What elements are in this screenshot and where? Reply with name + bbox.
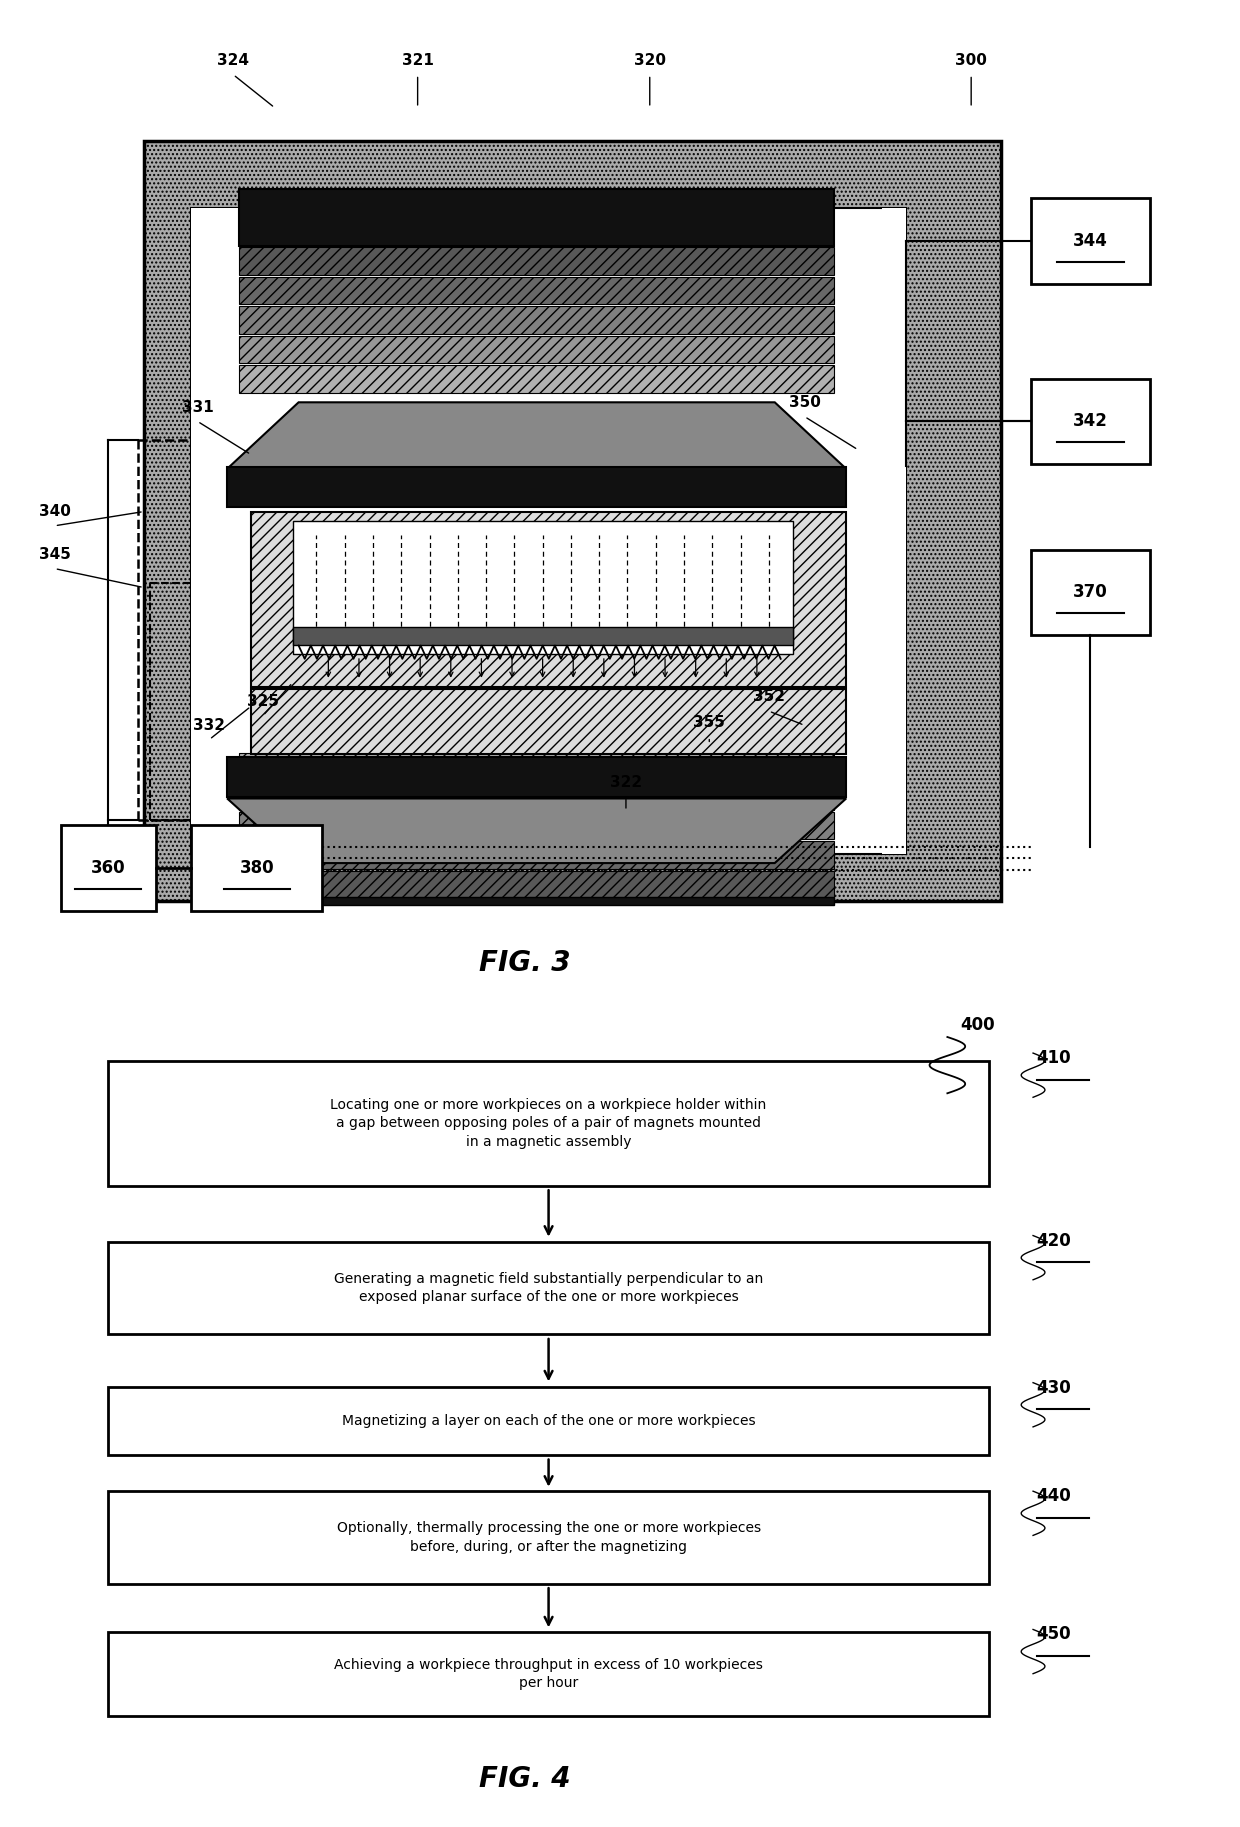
- Text: 350: 350: [789, 395, 821, 409]
- Text: FIG. 3: FIG. 3: [479, 948, 570, 977]
- Bar: [108, 1491, 990, 1584]
- Bar: [293, 627, 792, 645]
- Bar: [61, 826, 156, 910]
- Bar: [250, 512, 846, 687]
- Text: 420: 420: [1037, 1231, 1071, 1250]
- Text: Magnetizing a layer on each of the one or more workpieces: Magnetizing a layer on each of the one o…: [342, 1414, 755, 1429]
- Text: 380: 380: [239, 859, 274, 877]
- Bar: [1030, 550, 1149, 636]
- Text: 440: 440: [1037, 1487, 1071, 1505]
- Text: 320: 320: [634, 53, 666, 68]
- Polygon shape: [227, 402, 846, 470]
- Polygon shape: [227, 798, 846, 862]
- Text: FIG. 4: FIG. 4: [479, 1765, 570, 1792]
- Text: 370: 370: [1073, 583, 1107, 601]
- Bar: [144, 141, 1001, 901]
- Text: 340: 340: [38, 504, 71, 519]
- Bar: [882, 208, 905, 853]
- Text: 345: 345: [38, 546, 71, 563]
- Bar: [191, 826, 322, 910]
- Bar: [239, 840, 835, 870]
- Bar: [227, 756, 846, 797]
- Bar: [239, 278, 835, 305]
- Bar: [239, 811, 835, 839]
- Text: 321: 321: [402, 53, 434, 68]
- Bar: [191, 208, 239, 853]
- Text: 322: 322: [610, 775, 642, 789]
- Bar: [191, 208, 905, 853]
- Bar: [239, 247, 835, 276]
- Bar: [1030, 378, 1149, 464]
- Bar: [108, 1387, 990, 1454]
- Text: 430: 430: [1037, 1379, 1071, 1396]
- Text: 342: 342: [1073, 413, 1107, 431]
- Bar: [239, 336, 835, 364]
- Bar: [239, 871, 835, 899]
- Bar: [108, 1061, 990, 1186]
- Text: Achieving a workpiece throughput in excess of 10 workpieces
per hour: Achieving a workpiece throughput in exce…: [334, 1657, 763, 1690]
- Text: Optionally, thermally processing the one or more workpieces
before, during, or a: Optionally, thermally processing the one…: [336, 1522, 760, 1553]
- Bar: [293, 521, 792, 654]
- Bar: [239, 753, 835, 780]
- Bar: [250, 689, 846, 755]
- Bar: [108, 1242, 990, 1334]
- Text: 410: 410: [1037, 1049, 1071, 1067]
- Text: 400: 400: [960, 1016, 994, 1034]
- Bar: [108, 1632, 990, 1716]
- Text: 300: 300: [955, 53, 987, 68]
- Text: 352: 352: [753, 689, 785, 705]
- Bar: [239, 897, 835, 904]
- Text: 360: 360: [91, 859, 125, 877]
- Text: 332: 332: [193, 718, 226, 733]
- Bar: [239, 188, 835, 245]
- Text: 331: 331: [181, 400, 213, 415]
- Text: Generating a magnetic field substantially perpendicular to an
exposed planar sur: Generating a magnetic field substantiall…: [334, 1272, 763, 1304]
- Text: 450: 450: [1037, 1626, 1071, 1644]
- Bar: [239, 365, 835, 393]
- Bar: [239, 782, 835, 809]
- Bar: [1030, 197, 1149, 283]
- Text: 355: 355: [693, 714, 725, 731]
- Text: Locating one or more workpieces on a workpiece holder within
a gap between oppos: Locating one or more workpieces on a wor…: [330, 1098, 766, 1149]
- Bar: [239, 307, 835, 334]
- Bar: [227, 468, 846, 506]
- Text: 324: 324: [217, 53, 249, 68]
- Text: 325: 325: [247, 694, 279, 709]
- Text: 344: 344: [1073, 232, 1107, 250]
